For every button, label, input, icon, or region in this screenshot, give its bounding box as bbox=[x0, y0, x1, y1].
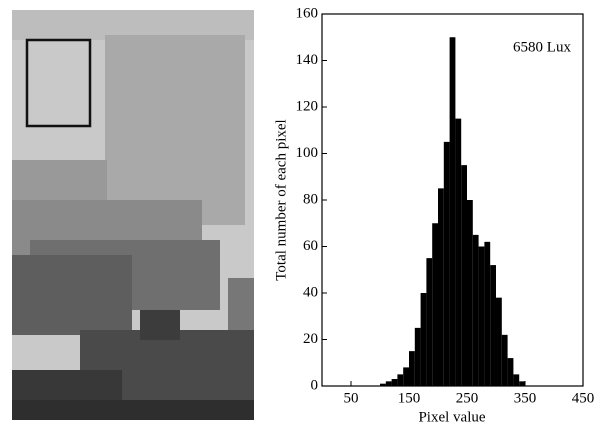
annotation: 6580 Lux bbox=[513, 39, 571, 55]
depth-image bbox=[12, 10, 254, 420]
bar bbox=[513, 374, 520, 386]
bar bbox=[438, 188, 444, 386]
bar bbox=[490, 265, 496, 386]
bar bbox=[420, 293, 427, 386]
bar bbox=[385, 381, 392, 386]
y-tick-label: 140 bbox=[296, 52, 319, 68]
bar bbox=[380, 383, 386, 386]
y-tick-label: 100 bbox=[296, 145, 319, 161]
x-tick-label: 250 bbox=[456, 390, 479, 406]
y-tick-label: 60 bbox=[303, 238, 318, 254]
y-tick-label: 20 bbox=[303, 331, 318, 347]
bar bbox=[461, 165, 467, 386]
x-tick-label: 450 bbox=[572, 390, 595, 406]
y-tick-label: 40 bbox=[303, 284, 318, 300]
bar bbox=[443, 141, 450, 386]
histogram-plot: 0 20 40 60 80 100 120 140 160 50 150 250 350 450 bbox=[296, 5, 595, 406]
x-axis-label: Pixel value bbox=[418, 409, 485, 425]
bar bbox=[496, 297, 502, 386]
y-tick-label: 80 bbox=[303, 191, 318, 207]
bar bbox=[409, 351, 415, 386]
bar bbox=[501, 334, 508, 386]
bar bbox=[449, 37, 456, 386]
bar bbox=[403, 367, 409, 386]
y-tick-label: 0 bbox=[311, 377, 319, 393]
bar bbox=[414, 327, 421, 386]
plot-frame bbox=[321, 13, 584, 387]
bar bbox=[432, 223, 438, 386]
y-axis-label: Total number of each pixel bbox=[273, 119, 289, 280]
bar bbox=[467, 200, 473, 386]
bar bbox=[426, 258, 433, 386]
bar bbox=[507, 358, 514, 386]
bar bbox=[472, 234, 479, 386]
bar bbox=[519, 381, 525, 386]
x-tick-label: 350 bbox=[514, 390, 537, 406]
bar bbox=[455, 118, 462, 386]
x-tick-label: 50 bbox=[344, 390, 359, 406]
bar bbox=[478, 246, 485, 386]
y-tick-label: 120 bbox=[296, 98, 319, 114]
x-tick-label: 150 bbox=[398, 390, 421, 406]
bar bbox=[397, 374, 404, 386]
bar bbox=[484, 241, 491, 386]
bar bbox=[391, 379, 398, 386]
y-tick-label: 160 bbox=[296, 5, 319, 21]
